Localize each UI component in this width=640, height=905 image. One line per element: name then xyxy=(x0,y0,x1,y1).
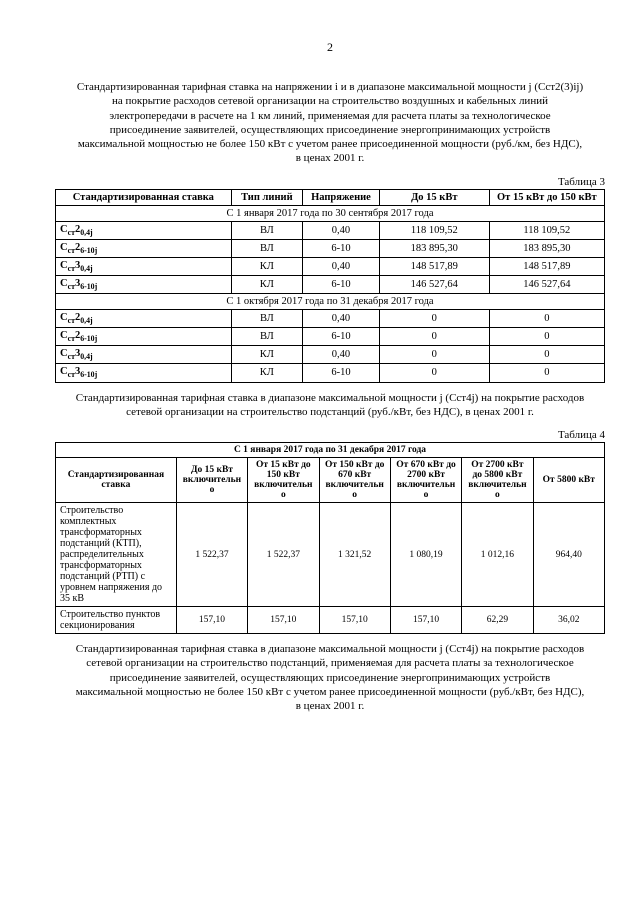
t3-h5: От 15 кВт до 150 кВт xyxy=(489,189,604,205)
cell: Cст26-10j xyxy=(56,328,232,346)
cell: 0 xyxy=(379,346,489,364)
cell: 157,10 xyxy=(248,607,319,634)
t3r2c1: Cст26-10j xyxy=(56,239,232,257)
cell: 1 080,19 xyxy=(390,503,461,607)
t3-section1: С 1 января 2017 года по 30 сентября 2017… xyxy=(56,205,605,221)
t4-top-header: С 1 января 2017 года по 31 декабря 2017 … xyxy=(56,443,605,458)
table3-header-row: Стандартизированная ставка Тип линий Нап… xyxy=(56,189,605,205)
cell: 6-10 xyxy=(303,239,380,257)
cell: КЛ xyxy=(231,364,302,382)
table-row: Cст26-10jВЛ6-1000 xyxy=(56,328,605,346)
t4h3: От 150 кВт до 670 кВт включительно xyxy=(319,458,390,503)
table4-label: Таблица 4 xyxy=(55,429,605,441)
cell: 0,40 xyxy=(303,310,380,328)
page-number: 2 xyxy=(55,40,605,55)
cell: КЛ xyxy=(231,257,302,275)
t4h4: От 670 кВт до 2700 кВт включительно xyxy=(390,458,461,503)
cell: 146 527,64 xyxy=(489,276,604,294)
cell: 157,10 xyxy=(176,607,247,634)
cell: 148 517,89 xyxy=(489,257,604,275)
t3r1c2: ВЛ xyxy=(231,221,302,239)
cell: 146 527,64 xyxy=(379,276,489,294)
cell: 0 xyxy=(489,310,604,328)
t4-header-row: Стандартизированная ставка До 15 кВт вкл… xyxy=(56,458,605,503)
cell: ВЛ xyxy=(231,328,302,346)
table-row: Cст36-10jКЛ6-1000 xyxy=(56,364,605,382)
t4h2: От 15 кВт до 150 кВт включительно xyxy=(248,458,319,503)
t3-section1-cell: С 1 января 2017 года по 30 сентября 2017… xyxy=(56,205,605,221)
cell: 0,40 xyxy=(303,257,380,275)
t3r4c1: Cст36-10j xyxy=(56,276,232,294)
t3-section2-cell: С 1 октября 2017 года по 31 декабря 2017… xyxy=(56,294,605,310)
table-row: Cст20,4jВЛ0,40118 109,52118 109,52 xyxy=(56,221,605,239)
table-row: Cст26-10jВЛ6-10183 895,30183 895,30 xyxy=(56,239,605,257)
table-row: Строительство пунктов секционирования 15… xyxy=(56,607,605,634)
table-3: Стандартизированная ставка Тип линий Нап… xyxy=(55,189,605,383)
t3r1c5: 118 109,52 xyxy=(489,221,604,239)
cell: 157,10 xyxy=(319,607,390,634)
cell: 183 895,30 xyxy=(489,239,604,257)
cell: 1 522,37 xyxy=(248,503,319,607)
cell: 0 xyxy=(489,346,604,364)
table-4: С 1 января 2017 года по 31 декабря 2017 … xyxy=(55,442,605,634)
t3-h1: Стандартизированная ставка xyxy=(56,189,232,205)
t4h0: Стандартизированная ставка xyxy=(56,458,177,503)
cell: КЛ xyxy=(231,276,302,294)
t4r2label: Строительство пунктов секционирования xyxy=(56,607,177,634)
t3r3c1: Cст30,4j xyxy=(56,257,232,275)
cell: 36,02 xyxy=(533,607,604,634)
table-row: Cст30,4jКЛ0,4000 xyxy=(56,346,605,364)
cell: 6-10 xyxy=(303,276,380,294)
cell: 0 xyxy=(379,328,489,346)
t3-h2: Тип линий xyxy=(231,189,302,205)
cell: КЛ xyxy=(231,346,302,364)
cell: Cст36-10j xyxy=(56,364,232,382)
cell: 0 xyxy=(379,364,489,382)
cell: 0 xyxy=(489,328,604,346)
cell: 183 895,30 xyxy=(379,239,489,257)
cell: 964,40 xyxy=(533,503,604,607)
table-row: Строительство комплектных трансформаторн… xyxy=(56,503,605,607)
paragraph-1: Стандартизированная тарифная ставка на н… xyxy=(75,80,585,166)
cell: Cст30,4j xyxy=(56,346,232,364)
table-row: Cст36-10jКЛ6-10146 527,64146 527,64 xyxy=(56,276,605,294)
t3-section2: С 1 октября 2017 года по 31 декабря 2017… xyxy=(56,294,605,310)
table-row: Cст20,4jВЛ0,4000 xyxy=(56,310,605,328)
t3r1c1: Cст20,4j xyxy=(56,221,232,239)
table-row: Cст30,4jКЛ0,40148 517,89148 517,89 xyxy=(56,257,605,275)
cell: 157,10 xyxy=(390,607,461,634)
cell: ВЛ xyxy=(231,239,302,257)
cell: 148 517,89 xyxy=(379,257,489,275)
paragraph-3: Стандартизированная тарифная ставка в ди… xyxy=(75,642,585,713)
t3r1c4: 118 109,52 xyxy=(379,221,489,239)
cell: 0 xyxy=(489,364,604,382)
t4-top-cell: С 1 января 2017 года по 31 декабря 2017 … xyxy=(56,443,605,458)
t3r1c3: 0,40 xyxy=(303,221,380,239)
cell: 62,29 xyxy=(462,607,533,634)
cell: 1 012,16 xyxy=(462,503,533,607)
table3-label: Таблица 3 xyxy=(55,176,605,188)
cell: 6-10 xyxy=(303,328,380,346)
t4h1: До 15 кВт включительно xyxy=(176,458,247,503)
cell: 6-10 xyxy=(303,364,380,382)
t4h6: От 5800 кВт xyxy=(533,458,604,503)
t3-h4: До 15 кВт xyxy=(379,189,489,205)
cell: 0 xyxy=(379,310,489,328)
t4r1label: Строительство комплектных трансформаторн… xyxy=(56,503,177,607)
cell: 1 522,37 xyxy=(176,503,247,607)
cell: 1 321,52 xyxy=(319,503,390,607)
cell: 0,40 xyxy=(303,346,380,364)
cell: ВЛ xyxy=(231,310,302,328)
paragraph-2: Стандартизированная тарифная ставка в ди… xyxy=(75,391,585,420)
cell: Cст20,4j xyxy=(56,310,232,328)
t4h5: От 2700 кВт до 5800 кВт включительно xyxy=(462,458,533,503)
t3-h3: Напряжение xyxy=(303,189,380,205)
